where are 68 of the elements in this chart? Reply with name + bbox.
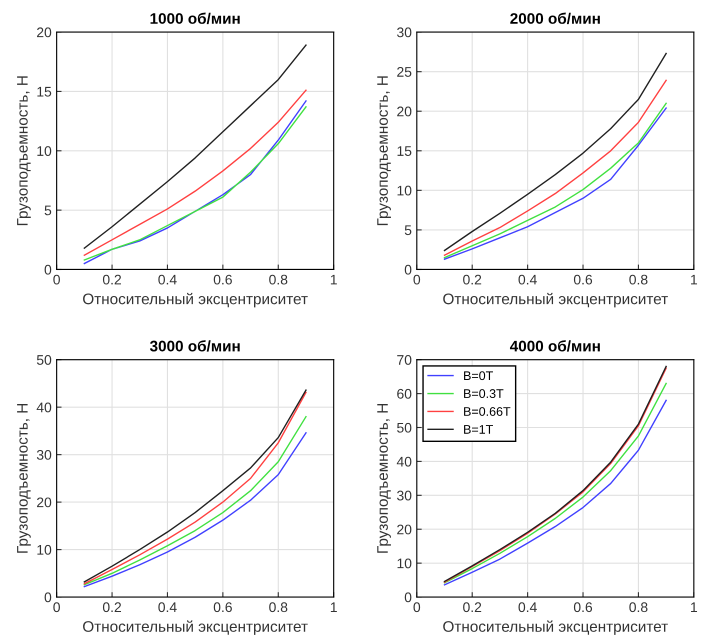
y-tick-label: 10 [398,186,412,196]
x-tick-label: 0 [413,602,420,612]
x-tick-label: 0.4 [518,602,537,612]
legend-label: B=0T [464,371,493,380]
y-tick-label: 0 [44,592,52,602]
chart-title: 1000 об/мин [150,12,240,24]
y-tick-label: 30 [36,450,52,460]
y-tick-label: 0 [404,264,412,275]
y-axis-title: Грузоподъемность, Н [17,76,31,226]
y-tick-label: 5 [44,206,52,216]
y-tick-label: 25 [397,66,412,77]
y-tick-label: 40 [396,456,412,467]
x-tick-label: 0.4 [158,602,177,612]
x-tick-label: 0.6 [574,602,592,612]
y-tick-label: 10 [398,558,412,568]
chart-title: 4000 об/мин [510,340,600,352]
y-tick-label: 0 [44,264,52,275]
x-axis-title: Относительный эксцентриситет [83,620,308,635]
x-tick-label: 0.6 [214,602,232,612]
x-axis-title: Относительный эксцентриситет [443,292,668,308]
y-tick-label: 40 [36,402,52,412]
legend-label: B=0.66T [464,407,510,416]
legend-label: B=1T [464,425,493,434]
x-tick-label: 0.2 [463,274,482,285]
x-tick-label: 0.8 [629,274,648,285]
y-axis-title: Грузоподъемность, Н [377,404,391,553]
x-tick-label: 0.8 [629,602,648,612]
y-axis-title: Грузоподъемность, Н [17,404,31,553]
x-axis-title: Относительный эксцентриситет [83,292,308,308]
x-tick-label: 0.6 [214,274,232,285]
y-tick-label: 30 [397,490,412,500]
x-tick-label: 0.2 [102,602,122,612]
x-axis-title: Относительный эксцентриситет [443,620,668,635]
x-tick-label: 1 [691,602,698,612]
x-tick-label: 0.4 [518,274,537,285]
x-tick-label: 1 [691,274,698,284]
y-tick-label: 20 [37,27,52,38]
y-tick-label: 20 [397,106,412,116]
line-series [84,44,307,249]
x-tick-label: 0.4 [158,274,177,285]
y-tick-label: 70 [397,355,412,365]
x-tick-label: 0 [413,274,420,285]
line-series [444,52,667,252]
y-tick-label: 0 [404,592,412,602]
y-tick-label: 15 [398,146,412,156]
x-tick-label: 0.6 [574,274,592,285]
x-tick-label: 1 [330,602,337,612]
chart-title: 3000 об/мин [150,340,240,352]
x-tick-label: 0 [53,274,60,285]
y-tick-label: 10 [37,544,52,555]
y-axis-title: Грузоподъемность, Н [377,76,391,226]
y-tick-label: 60 [397,388,412,399]
x-tick-label: 0 [53,602,60,612]
legend-label: B=0.3T [464,389,504,398]
y-tick-label: 15 [37,86,52,97]
x-tick-label: 0.8 [269,274,288,285]
y-tick-label: 50 [36,355,52,365]
x-tick-label: 0.2 [102,274,122,285]
chart-title: 2000 об/мин [510,12,600,24]
y-tick-label: 10 [37,146,52,156]
y-tick-label: 50 [397,422,412,433]
x-tick-label: 1 [330,274,337,284]
x-tick-label: 0.8 [269,602,288,612]
y-tick-label: 5 [404,225,412,236]
y-tick-label: 30 [397,27,412,38]
x-tick-label: 0.2 [463,602,482,612]
y-tick-label: 20 [37,497,52,508]
y-tick-label: 20 [397,524,412,534]
